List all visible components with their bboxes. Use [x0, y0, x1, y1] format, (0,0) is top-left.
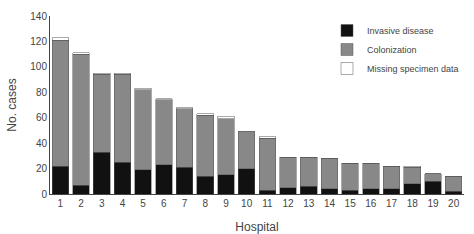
svg-text:9: 9 — [223, 198, 229, 209]
svg-text:120: 120 — [30, 36, 47, 47]
svg-text:5: 5 — [140, 198, 146, 209]
svg-text:13: 13 — [303, 198, 315, 209]
svg-text:3: 3 — [99, 198, 105, 209]
svg-text:19: 19 — [427, 198, 439, 209]
svg-text:40: 40 — [36, 138, 48, 149]
svg-text:14: 14 — [324, 198, 336, 209]
svg-text:7: 7 — [182, 198, 188, 209]
svg-text:20: 20 — [36, 163, 48, 174]
svg-text:140: 140 — [30, 11, 47, 22]
svg-text:Invasive disease: Invasive disease — [367, 26, 434, 36]
svg-text:No. cases: No. cases — [5, 78, 19, 131]
svg-text:4: 4 — [120, 198, 126, 209]
svg-text:0: 0 — [41, 189, 47, 200]
svg-text:6: 6 — [161, 198, 167, 209]
svg-text:11: 11 — [262, 198, 273, 209]
svg-text:8: 8 — [202, 198, 208, 209]
svg-text:100: 100 — [30, 61, 47, 72]
svg-text:12: 12 — [282, 198, 294, 209]
svg-text:Missing specimen data: Missing specimen data — [367, 64, 459, 74]
svg-text:Hospital: Hospital — [235, 220, 278, 234]
svg-text:2: 2 — [78, 198, 84, 209]
svg-text:80: 80 — [36, 87, 48, 98]
svg-text:10: 10 — [241, 198, 253, 209]
svg-text:20: 20 — [448, 198, 460, 209]
svg-text:18: 18 — [407, 198, 419, 209]
svg-text:1: 1 — [58, 198, 64, 209]
svg-text:16: 16 — [365, 198, 377, 209]
svg-text:60: 60 — [36, 112, 48, 123]
svg-text:17: 17 — [386, 198, 398, 209]
svg-text:15: 15 — [345, 198, 357, 209]
svg-text:Colonization: Colonization — [367, 45, 417, 55]
